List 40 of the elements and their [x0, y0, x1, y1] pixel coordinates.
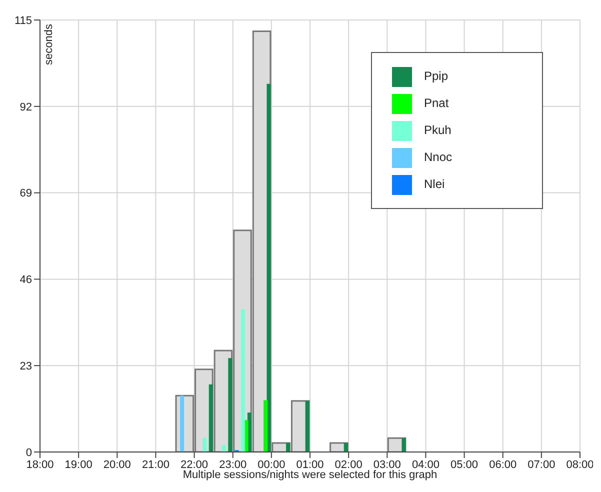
x-tick-label: 19:00 — [64, 458, 92, 471]
x-tick-label: 18:00 — [26, 458, 54, 471]
y-tick-label: 23 — [20, 360, 32, 373]
x-tick-label: 03:00 — [373, 458, 401, 471]
bar — [222, 444, 226, 452]
bar — [402, 438, 406, 452]
bar — [228, 358, 232, 452]
bar — [264, 400, 268, 452]
x-tick-label: 06:00 — [489, 458, 517, 471]
x-axis-title: Multiple sessions/nights were selected for this graph — [182, 469, 438, 481]
x-tick-label: 20:00 — [103, 458, 131, 471]
x-tick-label: 22:00 — [180, 458, 208, 471]
legend-label: Pnat — [424, 96, 449, 110]
bar — [344, 442, 348, 452]
x-tick-label: 02:00 — [334, 458, 362, 471]
bar — [241, 309, 246, 452]
x-tick-label: 04:00 — [412, 458, 440, 471]
bar — [305, 400, 310, 452]
x-tick-label: 00:00 — [258, 458, 286, 471]
x-tick-label: 07:00 — [528, 458, 556, 471]
x-tick-label: 01:00 — [296, 458, 324, 471]
legend-label: Pkuh — [424, 123, 452, 137]
x-tick-label: 08:00 — [566, 458, 594, 471]
y-tick-label: 46 — [20, 274, 32, 286]
legend-label: Nnoc — [424, 150, 452, 164]
bar — [202, 438, 207, 452]
bar — [208, 384, 213, 452]
x-tick-label: 23:00 — [219, 458, 247, 471]
x-tick-label: 05:00 — [450, 458, 478, 471]
x-tick-label: 21:00 — [142, 458, 170, 471]
legend-label: Ppip — [424, 69, 448, 83]
y-tick-label: 0 — [26, 446, 32, 459]
y-axis-title: seconds — [43, 24, 55, 65]
bar — [180, 396, 184, 452]
y-tick-label: 115 — [14, 14, 32, 27]
bar — [286, 442, 290, 452]
legend-label: Nlei — [424, 177, 445, 191]
y-tick-label: 92 — [20, 101, 32, 114]
bar — [266, 84, 271, 452]
y-tick-label: 69 — [20, 188, 32, 200]
